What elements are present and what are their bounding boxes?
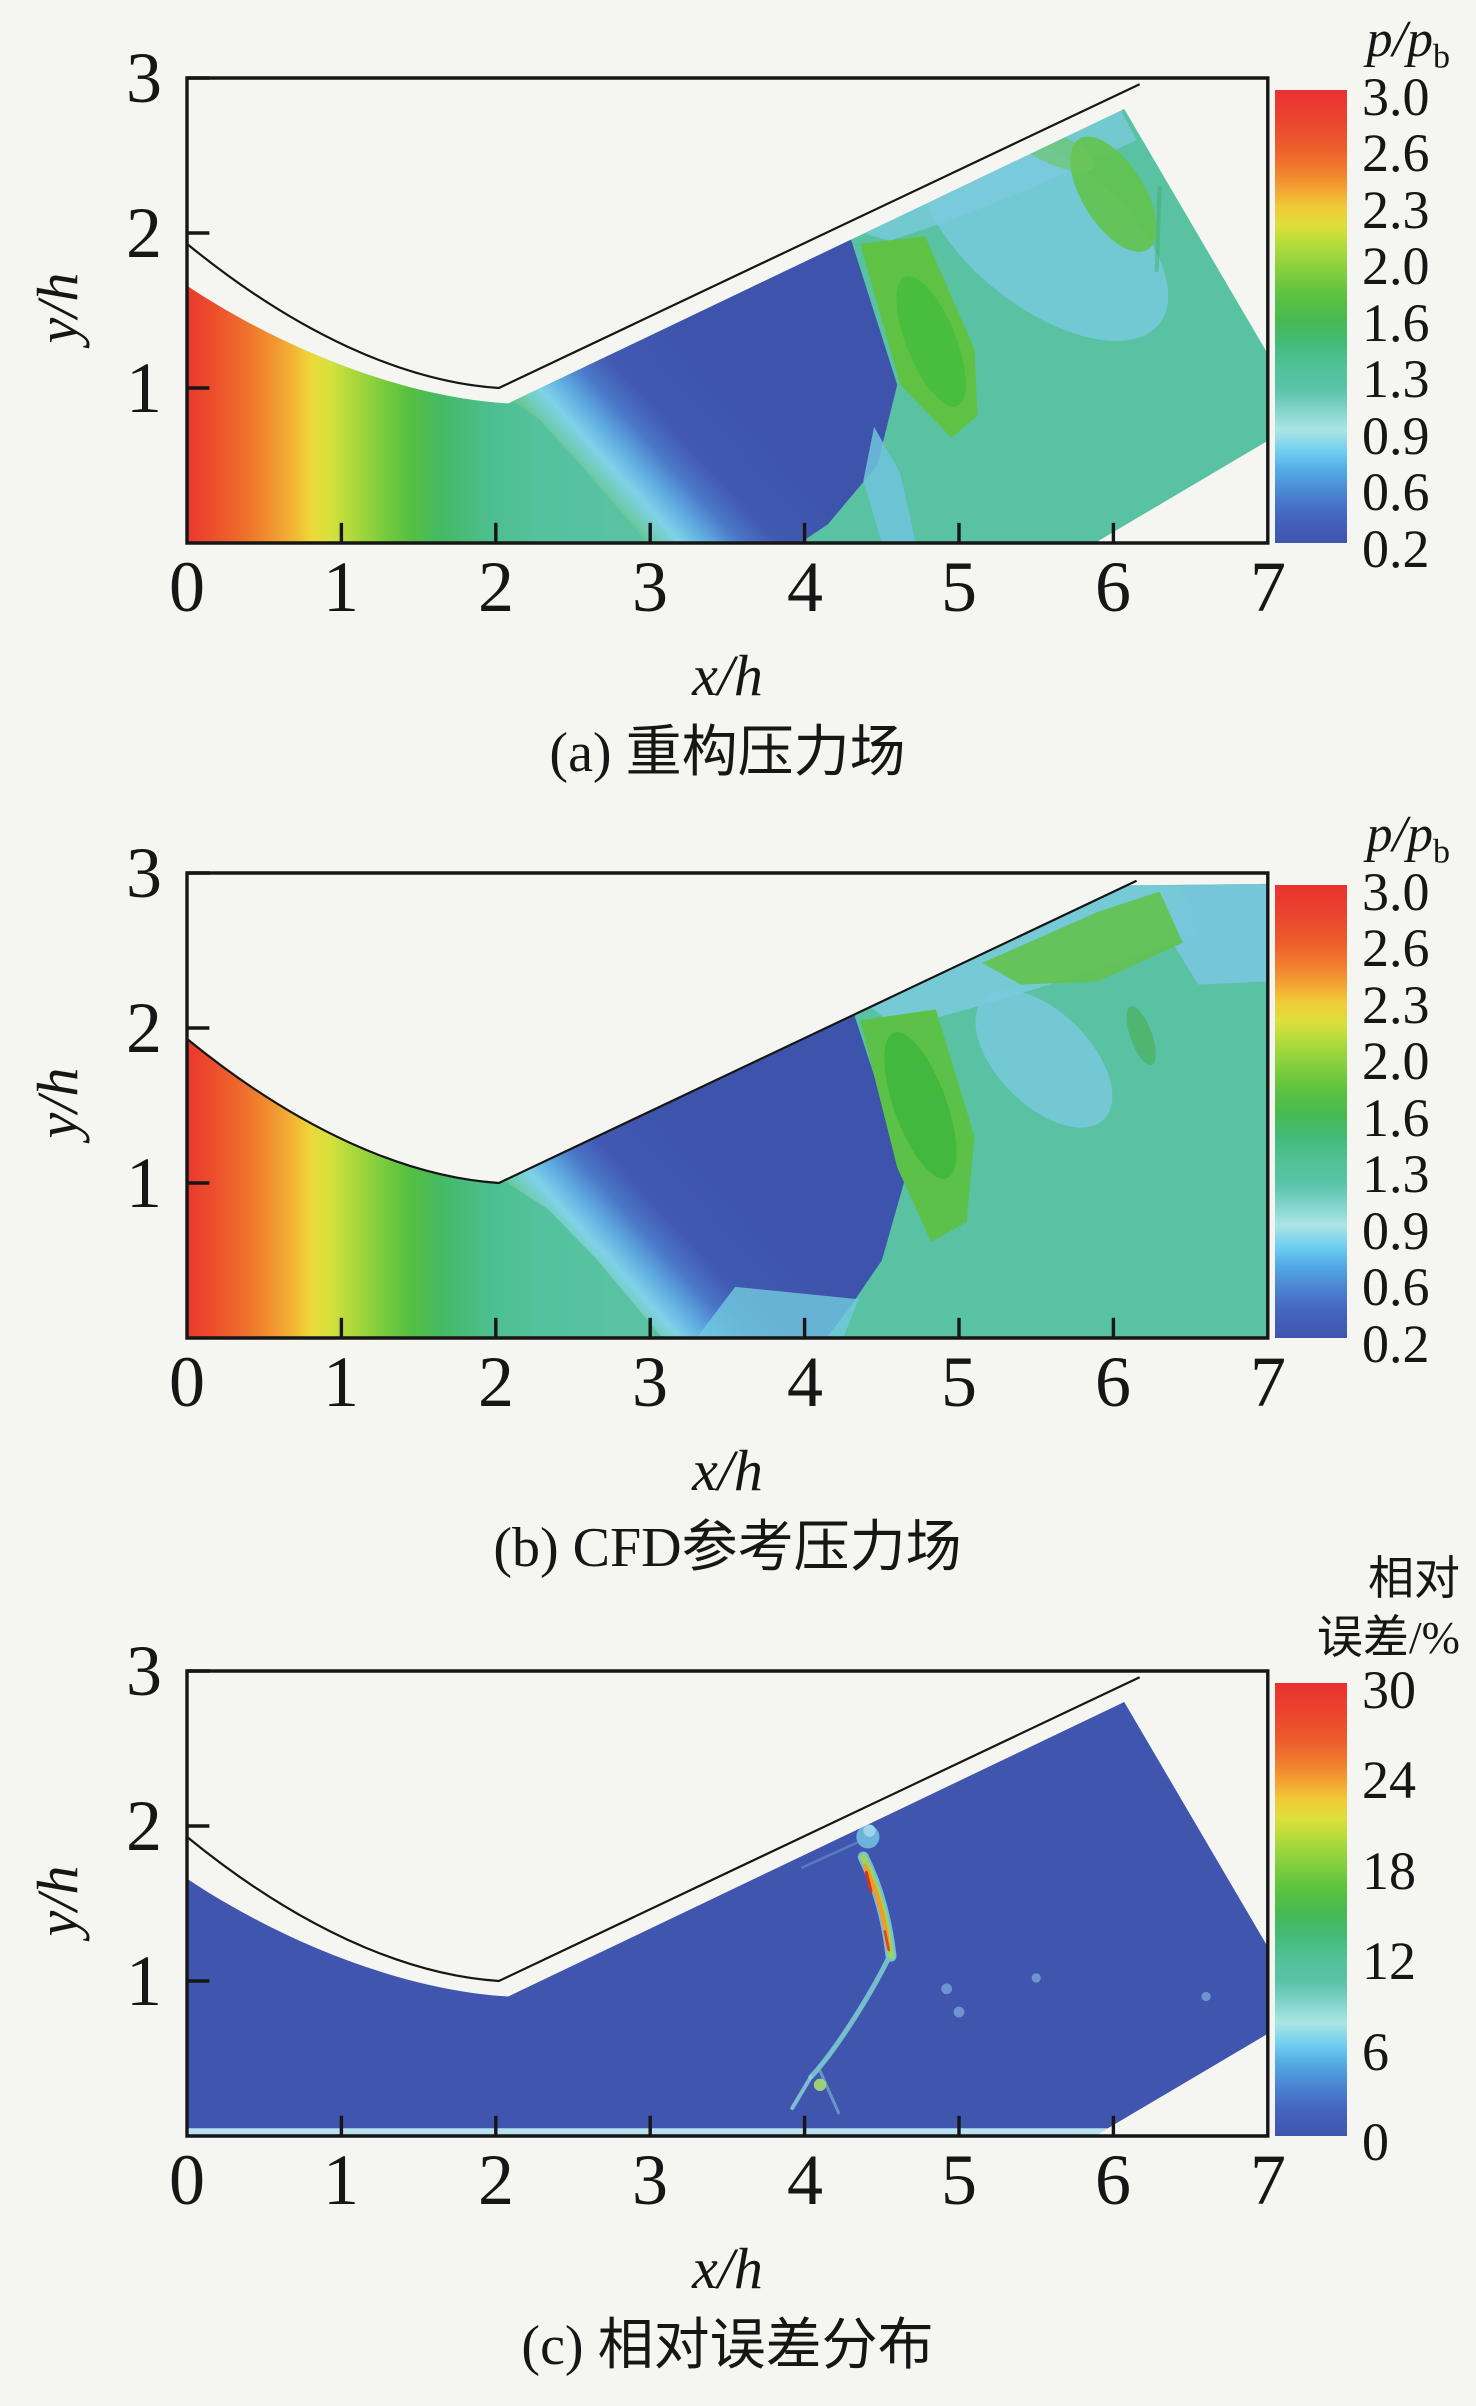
contour-plot-a	[150, 73, 1275, 553]
colorbar-tick-label: 2.6	[1362, 918, 1430, 978]
nozzle-wall-line-b	[187, 881, 1137, 1183]
colorbar-tick-label: 0.6	[1362, 1257, 1430, 1317]
axis-ticks-b	[187, 873, 1113, 1338]
x-tick-label: 1	[323, 2140, 359, 2220]
y-tick-label: 3	[126, 38, 162, 118]
x-tick-label: 0	[169, 547, 205, 627]
x-tick-label: 3	[632, 547, 668, 627]
colorbar-b	[1275, 885, 1347, 1338]
y-axis-label: y/h	[25, 272, 90, 344]
x-tick-label: 6	[1095, 1342, 1131, 1422]
x-tick-label: 5	[941, 547, 977, 627]
colorbar-c	[1275, 1683, 1347, 2136]
y-tick-label: 3	[126, 833, 162, 913]
axis-ticks-a	[187, 78, 1113, 543]
colorbar-tick-label: 0.2	[1362, 519, 1430, 579]
colorbar-tick-label: 3.0	[1362, 67, 1430, 127]
y-tick-label: 2	[126, 988, 162, 1068]
colorbar-title-text: p/p	[1366, 806, 1433, 863]
colorbar-title-a: p/pb	[1290, 11, 1450, 76]
y-tick-label: 2	[126, 1786, 162, 1866]
x-tick-label: 4	[787, 2140, 823, 2220]
x-tick-label: 2	[478, 2140, 514, 2220]
colorbar-tick-label: 2.3	[1362, 180, 1430, 240]
panel-caption-a: (a) 重构压力场	[549, 722, 906, 784]
x-tick-label: 5	[941, 2140, 977, 2220]
colorbar-tick-label: 2.0	[1362, 236, 1430, 296]
colorbar-tick-label: 1.3	[1362, 1144, 1430, 1204]
x-tick-label: 0	[169, 1342, 205, 1422]
x-tick-label: 7	[1250, 547, 1286, 627]
y-tick-label: 3	[126, 1631, 162, 1711]
colorbar-title-text: p/p	[1366, 11, 1433, 68]
colorbar-tick-label: 2.3	[1362, 975, 1430, 1035]
x-tick-label: 3	[632, 2140, 668, 2220]
x-tick-label: 7	[1250, 1342, 1286, 1422]
x-tick-label: 0	[169, 2140, 205, 2220]
panel-a: 3 2 1 0 1 2 3 4 5 6 7 y/h x/h (a) 重构压力场 …	[25, 11, 1476, 813]
contour-plot-b	[150, 868, 1275, 1348]
colorbar-tick-label: 2.6	[1362, 123, 1430, 183]
y-axis-label: y/h	[25, 1865, 90, 1937]
colorbar-title-b: p/pb	[1290, 806, 1450, 871]
colorbar-tick-label: 0.6	[1362, 462, 1430, 522]
x-axis-label: x/h	[692, 643, 763, 708]
colorbar-tick-label: 12	[1362, 1931, 1416, 1991]
axes-frame-a	[187, 78, 1268, 543]
nozzle-wall-line-a	[187, 84, 1140, 388]
colorbar-title-sub: b	[1433, 38, 1450, 76]
axes-frame-c	[187, 1671, 1268, 2136]
pressure-field-b	[187, 883, 1268, 1338]
x-tick-label: 3	[632, 1342, 668, 1422]
colorbar-tick-label: 0.9	[1362, 406, 1430, 466]
axis-ticks-c	[187, 1671, 1113, 2136]
error-field-c	[187, 1702, 1268, 2136]
colorbar-tick-label: 1.6	[1362, 293, 1430, 353]
y-axis-label: y/h	[25, 1067, 90, 1139]
x-tick-label: 2	[478, 547, 514, 627]
x-tick-label: 6	[1095, 2140, 1131, 2220]
nozzle-wall-line-c	[187, 1677, 1140, 1981]
colorbar-tick-label: 24	[1362, 1750, 1416, 1810]
panel-b: 3 2 1 0 1 2 3 4 5 6 7 y/h x/h (b) CFD参考压…	[25, 806, 1476, 1608]
x-axis-label: x/h	[692, 1438, 763, 1503]
colorbar-title-sub: b	[1433, 833, 1450, 871]
y-tick-label: 1	[126, 348, 162, 428]
x-tick-label: 7	[1250, 2140, 1286, 2220]
colorbar-tick-label: 0	[1362, 2112, 1389, 2172]
y-tick-label: 2	[126, 193, 162, 273]
colorbar-tick-label: 2.0	[1362, 1031, 1430, 1091]
pressure-field-a	[187, 109, 1268, 543]
contour-plot-c	[150, 1666, 1275, 2146]
panel-caption-b: (b) CFD参考压力场	[493, 1517, 962, 1579]
axes-frame-b	[187, 873, 1268, 1338]
colorbar-title-c: 相对 误差/%	[1280, 1550, 1460, 1668]
x-axis-label: x/h	[692, 2236, 763, 2301]
x-tick-label: 5	[941, 1342, 977, 1422]
x-tick-label: 1	[323, 547, 359, 627]
colorbar-title-line1: 相对	[1368, 1553, 1460, 1604]
x-tick-label: 2	[478, 1342, 514, 1422]
colorbar-tick-label: 1.3	[1362, 349, 1430, 409]
colorbar-tick-label: 3.0	[1362, 862, 1430, 922]
y-tick-label: 1	[126, 1143, 162, 1223]
x-tick-label: 4	[787, 1342, 823, 1422]
colorbar-title-line2: 误差/%	[1316, 1611, 1460, 1663]
colorbar-tick-label: 6	[1362, 2022, 1389, 2082]
y-tick-label: 1	[126, 1941, 162, 2021]
colorbar-tick-label: 18	[1362, 1841, 1416, 1901]
colorbar-tick-label: 0.2	[1362, 1314, 1430, 1374]
x-tick-label: 1	[323, 1342, 359, 1422]
colorbar-tick-label: 0.9	[1362, 1201, 1430, 1261]
panel-c: 3 2 1 0 1 2 3 4 5 6 7 y/h x/h (c) 相对误差分布…	[25, 1553, 1476, 2406]
panel-caption-c: (c) 相对误差分布	[521, 2315, 934, 2377]
colorbar-tick-label: 30	[1362, 1660, 1416, 1720]
x-tick-label: 6	[1095, 547, 1131, 627]
colorbar-tick-label: 1.6	[1362, 1088, 1430, 1148]
colorbar-a	[1275, 90, 1347, 543]
x-tick-label: 4	[787, 547, 823, 627]
